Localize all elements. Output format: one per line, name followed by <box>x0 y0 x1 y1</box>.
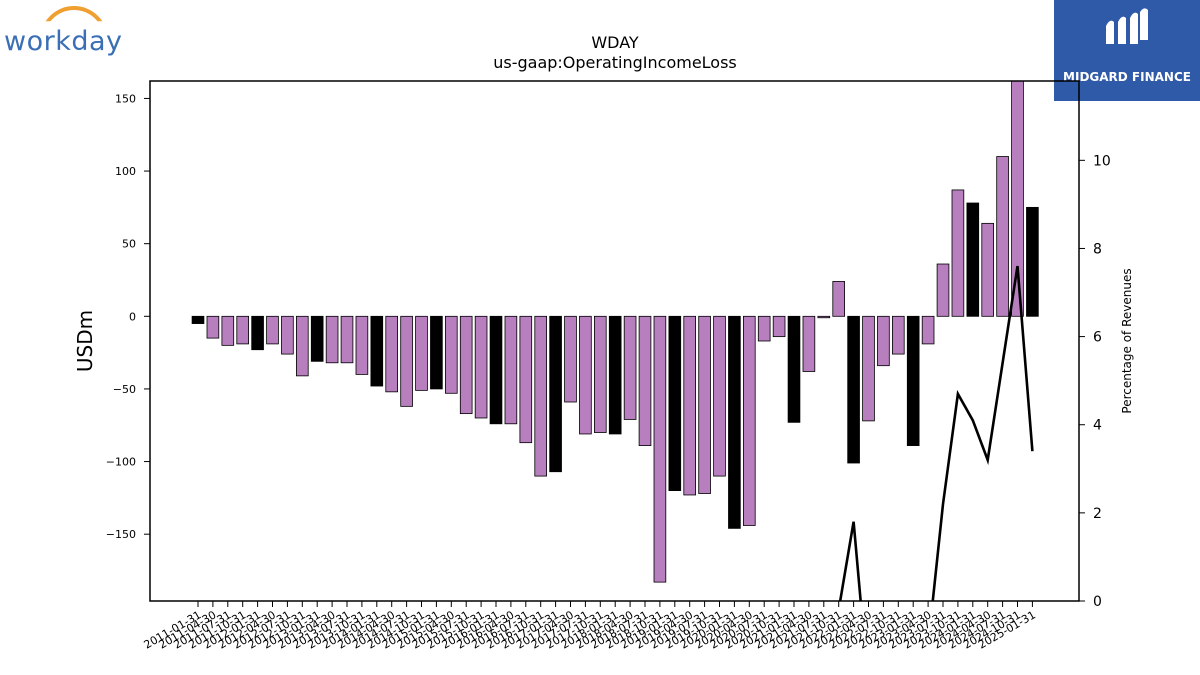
bar-series <box>191 80 1039 583</box>
bar-2011-07-31 <box>221 315 235 346</box>
bar-2011-01-31 <box>191 315 205 324</box>
x-axis: 2011-01-312011-04-302011-07-312011-10-31… <box>142 601 1038 652</box>
bar-2020-07-31 <box>757 315 771 342</box>
bar-2017-07-31 <box>579 315 592 435</box>
bar-2021-10-31 <box>832 281 845 317</box>
bar-2016-01-31 <box>489 315 503 425</box>
bar-2011-10-31 <box>236 315 250 345</box>
y2-tick-label: 10 <box>1093 153 1111 169</box>
bar-2015-10-31 <box>474 315 488 419</box>
bar-2024-07-31 <box>996 156 1009 317</box>
bar-2016-04-30 <box>504 315 518 425</box>
bar-2015-07-31 <box>459 315 473 415</box>
bar-2019-01-31 <box>668 315 682 492</box>
y2-tick-label: 0 <box>1093 594 1102 610</box>
bar-2023-04-30 <box>921 315 935 345</box>
y-tick-label: −100 <box>106 456 136 469</box>
y-axis: −150 −100 −50 0 50 100 150 <box>106 92 150 541</box>
bar-2023-01-31 <box>906 315 920 446</box>
bar-2013-04-30 <box>325 315 339 364</box>
bar-2018-10-31 <box>653 315 667 583</box>
midgard-finance-logo: MIDGARD FINANCE <box>1054 0 1200 101</box>
bar-2024-01-31 <box>966 202 980 317</box>
bar-2012-10-31 <box>295 315 309 377</box>
workday-logo-text: workday <box>4 26 123 57</box>
bar-2014-10-31 <box>415 315 428 391</box>
bar-2023-10-31 <box>951 189 965 317</box>
bar-2013-07-31 <box>340 315 354 364</box>
bar-2017-04-30 <box>564 315 577 403</box>
bar-2020-01-31 <box>728 315 741 529</box>
bar-2017-01-31 <box>549 315 562 473</box>
bar-2024-04-30 <box>981 222 994 317</box>
bar-2013-10-31 <box>355 315 369 375</box>
bar-2016-07-31 <box>519 315 533 444</box>
y-tick-label: 50 <box>122 238 136 251</box>
midgard-emblem-icon <box>1106 8 1148 44</box>
bar-2021-07-31 <box>817 315 831 319</box>
bar-2018-01-31 <box>608 315 622 435</box>
y-tick-label: 100 <box>115 165 136 178</box>
bar-2019-10-31 <box>713 315 726 477</box>
chart-title: WDAY <box>591 33 639 52</box>
bar-2022-10-31 <box>892 315 905 355</box>
bar-2013-01-31 <box>310 315 324 362</box>
bar-2021-04-30 <box>802 315 816 372</box>
bar-2025-01-31 <box>1026 206 1039 317</box>
bar-2012-07-31 <box>281 315 294 355</box>
bar-2020-04-30 <box>743 315 756 526</box>
y-tick-label: −150 <box>106 528 136 541</box>
bar-2018-04-30 <box>623 315 637 420</box>
bar-2020-10-31 <box>772 315 786 338</box>
bar-2023-07-31 <box>936 263 950 317</box>
bar-2022-07-31 <box>877 315 890 367</box>
bar-2019-04-30 <box>683 315 696 496</box>
y-tick-label: 0 <box>129 310 136 323</box>
percentage-line <box>838 265 1034 601</box>
y-axis-label: USDm <box>73 310 97 372</box>
y2-tick-label: 4 <box>1093 418 1102 434</box>
bar-2014-07-31 <box>400 315 413 407</box>
bar-2012-01-31 <box>251 315 264 351</box>
bar-2012-04-30 <box>266 315 279 345</box>
bar-2016-10-31 <box>534 315 547 477</box>
bar-2018-07-31 <box>638 315 652 446</box>
y2-tick-label: 6 <box>1093 330 1102 346</box>
bar-2017-10-31 <box>594 315 607 433</box>
y-tick-label: 150 <box>115 92 136 105</box>
bar-2022-04-30 <box>862 315 875 422</box>
y-tick-label: −50 <box>113 383 136 396</box>
y2-tick-label: 8 <box>1093 241 1102 257</box>
bar-2014-04-30 <box>385 315 398 393</box>
y2-axis-label: Percentage of Revenues <box>1120 268 1134 413</box>
y2-tick-label: 2 <box>1093 506 1102 522</box>
bar-2015-01-31 <box>430 315 443 390</box>
bar-2022-01-31 <box>847 315 860 464</box>
midgard-logo-text: MIDGARD FINANCE <box>1063 70 1191 84</box>
line-series <box>838 265 1034 601</box>
bar-2014-01-31 <box>370 315 384 387</box>
bar-2015-04-30 <box>444 315 458 394</box>
y2-axis: 0 2 4 6 8 10 <box>1079 153 1111 610</box>
bar-2021-01-31 <box>787 315 801 423</box>
plot-frame <box>149 80 1080 602</box>
bar-2019-07-31 <box>698 315 711 494</box>
chart-subtitle: us-gaap:OperatingIncomeLoss <box>493 53 737 72</box>
workday-logo: workday <box>4 6 144 57</box>
bar-2011-04-30 <box>206 315 220 339</box>
